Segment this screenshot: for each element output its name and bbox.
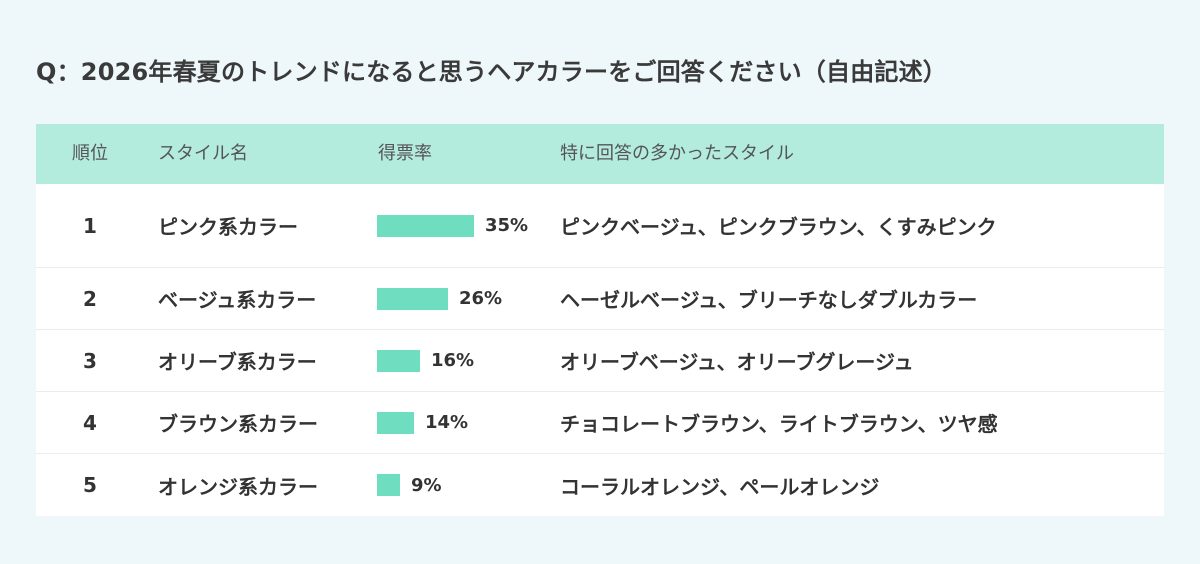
popular-styles: ピンクベージュ、ピンクブラウン、くすみピンク	[560, 215, 997, 239]
table-row: 5 オレンジ系カラー 9% コーラルオレンジ、ペールオレンジ	[36, 454, 1164, 516]
chart-title: Q：2026年春夏のトレンドになると思うヘアカラーをご回答ください（自由記述）	[36, 58, 947, 86]
vote-rate-bar	[377, 411, 417, 434]
vote-rate-cell: 14%	[377, 392, 468, 453]
table-row: 1 ピンク系カラー 35% ピンクベージュ、ピンクブラウン、くすみピンク	[36, 184, 1164, 268]
header-vote-rate: 得票率	[378, 143, 432, 164]
header-rank: 順位	[72, 143, 108, 164]
vote-rate-bar	[377, 349, 423, 372]
rank-number: 3	[83, 348, 97, 373]
vote-rate-label: 16%	[431, 350, 475, 371]
vote-rate-cell: 16%	[377, 330, 474, 391]
ranking-table: 順位 スタイル名 得票率 特に回答の多かったスタイル 1 ピンク系カラー 35% ピン…	[36, 124, 1164, 516]
header-popular-styles: 特に回答の多かったスタイル	[560, 143, 794, 164]
popular-styles: コーラルオレンジ、ペールオレンジ	[560, 474, 880, 499]
vote-rate-label: 35%	[485, 215, 529, 236]
table-row: 4 ブラウン系カラー 14% チョコレートブラウン、ライトブラウン、ツヤ感	[36, 392, 1164, 454]
vote-rate-bar	[377, 474, 403, 496]
popular-styles: チョコレートブラウン、ライトブラウン、ツヤ感	[560, 412, 998, 436]
vote-rate-bar	[377, 214, 477, 237]
style-name: オリーブ系カラー	[158, 350, 317, 374]
vote-rate-label: 14%	[425, 412, 469, 433]
vote-rate-cell: 35%	[377, 184, 528, 267]
vote-rate-bar	[377, 287, 451, 310]
vote-rate-cell: 26%	[377, 268, 502, 329]
rank-number: 1	[83, 213, 97, 238]
style-name: ベージュ系カラー	[158, 288, 317, 312]
vote-rate-label: 26%	[459, 288, 503, 309]
rank-number: 2	[83, 286, 97, 311]
table-row: 2 ベージュ系カラー 26% ヘーゼルベージュ、ブリーチなしダブルカラー	[36, 268, 1164, 330]
table-body: 1 ピンク系カラー 35% ピンクベージュ、ピンクブラウン、くすみピンク 2 ベージュ系カ…	[36, 184, 1164, 516]
rank-number: 4	[83, 410, 97, 435]
table-row: 3 オリーブ系カラー 16% オリーブベージュ、オリーブグレージュ	[36, 330, 1164, 392]
popular-styles: オリーブベージュ、オリーブグレージュ	[560, 350, 914, 374]
popular-styles: ヘーゼルベージュ、ブリーチなしダブルカラー	[560, 288, 978, 312]
vote-rate-label: 9%	[411, 474, 442, 496]
style-name: ピンク系カラー	[158, 215, 298, 239]
header-style-name: スタイル名	[158, 143, 248, 164]
style-name: オレンジ系カラー	[158, 474, 318, 499]
vote-rate-cell: 9%	[377, 454, 442, 516]
rank-number: 5	[83, 473, 97, 497]
table-header: 順位 スタイル名 得票率 特に回答の多かったスタイル	[36, 124, 1164, 184]
style-name: ブラウン系カラー	[158, 412, 318, 436]
